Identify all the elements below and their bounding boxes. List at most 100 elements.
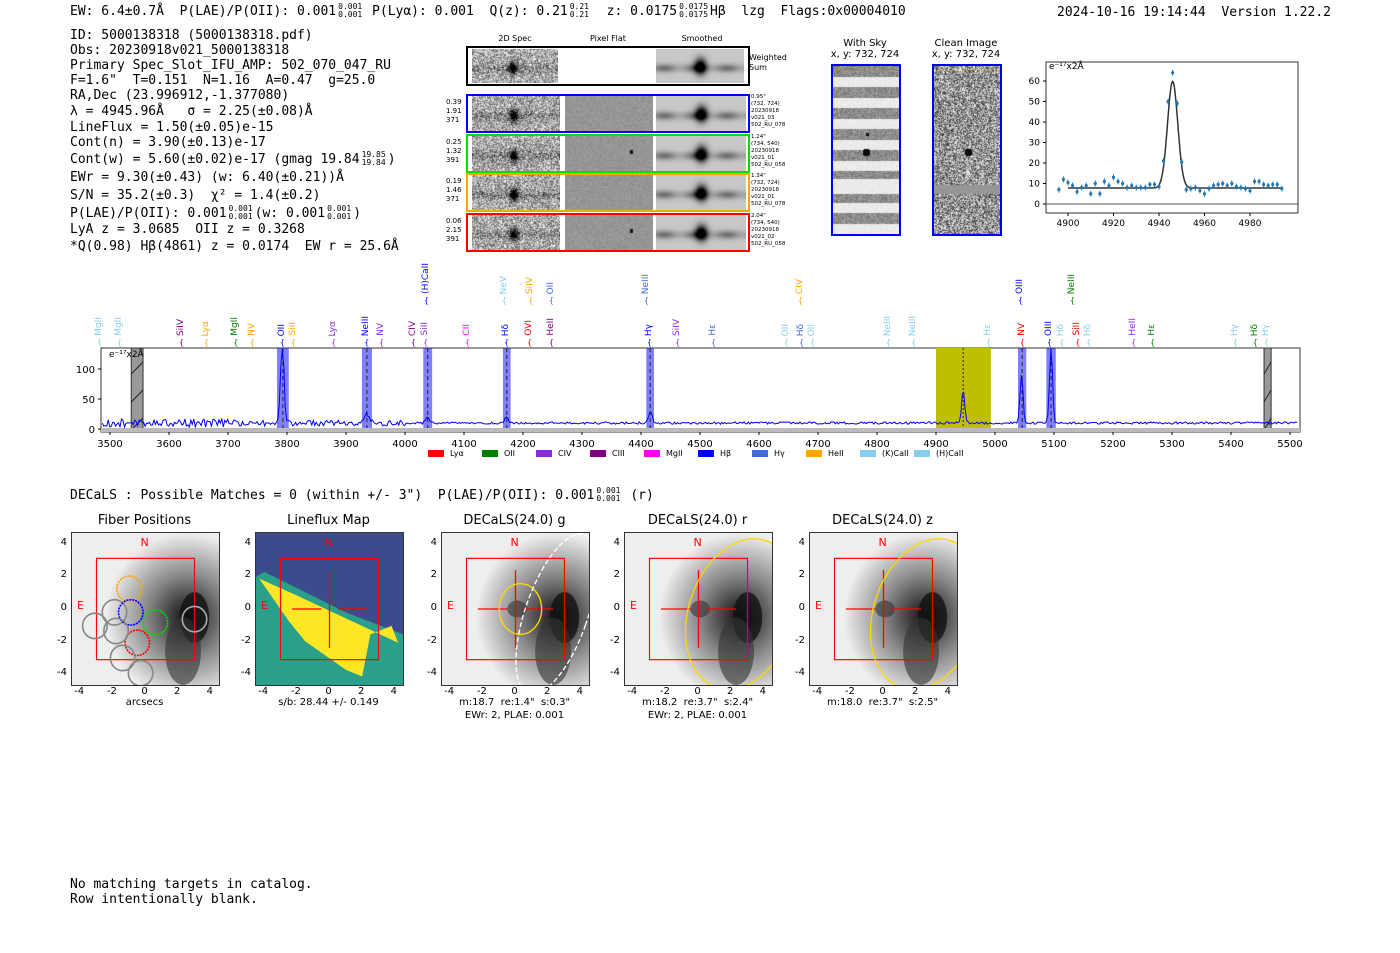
legend-label: MgII (666, 449, 683, 458)
panel-title: DECaLS(24.0) r (647, 513, 748, 528)
header-flags: Flags:0x00004010 (780, 3, 906, 19)
data-point (1166, 99, 1170, 104)
plae-w: (w: 0.001 (254, 205, 326, 221)
info-lineflux: LineFlux = 1.50(±0.05)e-15 (70, 120, 274, 135)
line-bracket: { (528, 296, 534, 305)
fiber-row (466, 212, 750, 252)
panel-title: DECaLS(24.0) z (832, 513, 933, 528)
plae-lo: 0.001 (228, 212, 253, 221)
east-label: E (815, 599, 822, 612)
legend-swatch (914, 450, 930, 457)
y-tick-label: 60 (1029, 77, 1041, 87)
fiber-stat: 1.91 (446, 107, 462, 115)
x-tick-label: 4 (576, 686, 584, 697)
aperture-box (279, 557, 380, 661)
y-tick-label: -4 (427, 667, 437, 679)
data-point (1111, 175, 1116, 179)
fiber-info: 20230918 (751, 108, 779, 114)
data-point (1143, 186, 1147, 190)
data-point (1252, 179, 1257, 184)
line-bracket: { (1232, 338, 1238, 347)
decals-plae-range: 0.001 0.001 (596, 487, 620, 503)
line-label: Hδ (1056, 324, 1067, 337)
z-lo: 0.0175 (679, 10, 709, 19)
data-point (1243, 187, 1248, 191)
legend-item: Lyα (428, 449, 464, 458)
legend-label: HeII (828, 449, 844, 458)
legend-swatch (806, 450, 822, 457)
zero-band (101, 428, 1300, 432)
spectrum-units-label: e⁻¹⁷x2Å (109, 350, 144, 360)
fiber-info: 1.24" (751, 133, 766, 140)
line-label: Hδ (1249, 324, 1260, 337)
x-tick-label: 4700 (805, 439, 830, 450)
line-bracket: { (364, 338, 370, 347)
fiber-circle (127, 659, 154, 685)
x-tick-label: 4000 (392, 439, 417, 450)
x-tick-label: 2 (543, 686, 551, 697)
catalog-line-1: No matching targets in catalog. (70, 877, 313, 892)
galaxy-arm (718, 617, 755, 685)
info-lambda: λ = 4945.96Å σ = 2.25(±0.08)Å (70, 104, 313, 119)
qz-range: 0.21 0.21 (570, 3, 589, 19)
line-bracket: { (797, 296, 803, 305)
legend-swatch (698, 450, 714, 457)
data-point (1257, 179, 1261, 184)
z-range: 0.0175 0.0175 (679, 3, 708, 19)
fiber-circle (142, 609, 169, 637)
fiber-circle (101, 598, 128, 626)
fiber-row (466, 173, 750, 212)
line-label: Hε (1147, 324, 1158, 336)
data-point (1116, 179, 1120, 184)
line-label: SiIV (175, 319, 186, 337)
line-bracket: { (783, 338, 789, 347)
north-label: N (140, 536, 149, 549)
line-bracket: { (643, 296, 649, 305)
x-tick-label: 4 (206, 686, 214, 697)
legend-label: (H)CaII (936, 449, 964, 458)
fiber-info: v021_01 (751, 194, 775, 200)
y-tick-label: 0 (60, 602, 67, 613)
plae-w-range: 0.001 0.001 (327, 205, 351, 221)
info-radec: RA,Dec (23.996912,-1.377080) (70, 88, 290, 103)
fiber-info: (734, 540) (751, 140, 780, 147)
decals-summary: DECaLS : Possible Matches = 0 (within +/… (70, 487, 654, 503)
y-tick-label: 0 (244, 602, 251, 613)
y-tick-label: 0 (1034, 200, 1040, 210)
data-point (1193, 186, 1197, 190)
spec-image (472, 96, 560, 131)
line-bracket: { (1252, 338, 1258, 347)
fiber-row-stats: 0.25 1.32 391 (446, 138, 462, 165)
header-line: Hβ (710, 3, 726, 19)
line-bracket: { (1086, 338, 1092, 347)
fiber-stat: 0.39 (446, 98, 462, 106)
source-ellipse (869, 538, 957, 685)
data-point (1175, 101, 1179, 106)
line-bracket: { (96, 338, 103, 347)
line-label: OII (807, 324, 818, 337)
x-tick-label: 0 (511, 686, 518, 697)
flat-image (565, 135, 653, 171)
legend-swatch (644, 450, 660, 457)
data-point (1057, 188, 1061, 192)
data-point (1134, 186, 1138, 190)
legend-item: HeII (806, 449, 844, 458)
fiber-info: 502_RU_058 (751, 161, 786, 168)
info-primary: Primary Spec_Slot_IFU_AMP: 502_070_047_R… (70, 58, 391, 73)
panel-title: DECaLS(24.0) g (463, 513, 566, 528)
legend-label: (K)CaII (882, 449, 909, 458)
x-tick-label: 4960 (1193, 219, 1216, 229)
x-tick-label: 5100 (1041, 439, 1066, 450)
y-tick-label: 30 (1029, 139, 1041, 149)
line-label: MgII (114, 317, 125, 336)
east-label: E (630, 599, 637, 612)
line-bracket: { (527, 338, 533, 347)
spec2d-col-header: Pixel Flat (590, 34, 626, 43)
info-contw: Cont(w) = 5.60(±0.02)e-17 (gmag 19.84 19.… (70, 151, 396, 167)
line-bracket: { (423, 338, 429, 347)
spectrum-line (101, 349, 1298, 429)
y-tick-label: -4 (610, 667, 620, 679)
x-tick-label: 4 (390, 686, 398, 697)
line-label: MgII (93, 317, 104, 336)
